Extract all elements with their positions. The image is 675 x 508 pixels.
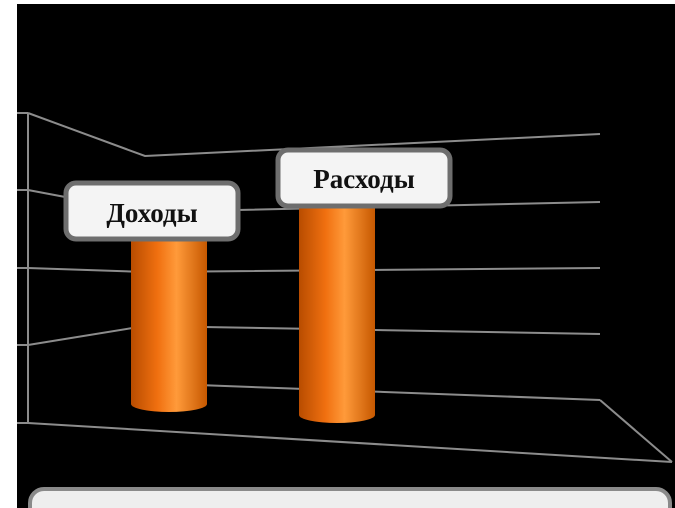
bottom-text-panel — [28, 487, 672, 508]
header-band — [0, 0, 675, 4]
callout-raskhody-label: Расходы — [313, 164, 415, 194]
bar-1-body — [299, 177, 375, 423]
floor-right-edge — [599, 399, 673, 463]
bar-0 — [131, 213, 207, 412]
callout-dokhody-label: Доходы — [106, 198, 197, 228]
callout-raskhody: Расходы — [275, 147, 453, 209]
callout-dokhody: Доходы — [63, 180, 241, 242]
callout-raskhody-box — [275, 147, 453, 209]
callout-dokhody-box — [63, 180, 241, 242]
bar-0-body — [131, 221, 207, 412]
chart-callouts: Доходы Расходы — [63, 147, 453, 242]
floor-front-edge — [27, 422, 673, 463]
gridline-0 — [27, 112, 601, 158]
